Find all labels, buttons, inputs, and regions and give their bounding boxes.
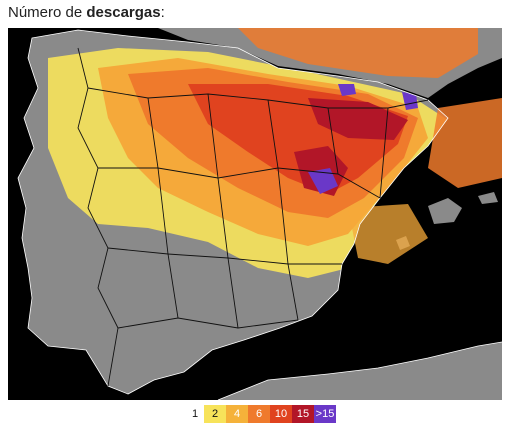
purple-cell-east bbox=[402, 92, 418, 110]
map-title: Número de descargas: bbox=[8, 4, 165, 21]
iberia-coast bbox=[17, 29, 449, 395]
title-suffix: : bbox=[160, 4, 165, 21]
border-v5 bbox=[379, 107, 389, 199]
legend-label: 4 bbox=[233, 408, 241, 420]
title-prefix: Número de bbox=[8, 4, 87, 21]
title-bold: descargas bbox=[86, 4, 161, 21]
legend-label: 6 bbox=[255, 408, 263, 420]
legend-label: >15 bbox=[315, 408, 335, 420]
border-andalucia bbox=[117, 317, 299, 329]
intensity-overlay bbox=[48, 48, 448, 278]
lightning-density-map bbox=[8, 28, 502, 400]
sea-activity-med bbox=[348, 204, 428, 264]
border-portugal bbox=[77, 47, 119, 387]
border-v2 bbox=[207, 93, 239, 329]
legend-label: 10 bbox=[274, 408, 288, 420]
legend-cell: 1 bbox=[186, 405, 204, 423]
border-v3 bbox=[267, 99, 299, 321]
legend-label: 1 bbox=[191, 408, 199, 420]
legend-cell: 6 bbox=[248, 405, 270, 423]
legend-label: 2 bbox=[211, 408, 219, 420]
dark-red-zone bbox=[308, 98, 408, 140]
sea-activity-east bbox=[428, 98, 502, 188]
region-borders bbox=[77, 47, 429, 387]
africa-land bbox=[218, 342, 502, 400]
purple-cell-north bbox=[338, 84, 356, 96]
france-activity bbox=[238, 28, 478, 78]
border-v4 bbox=[327, 107, 339, 175]
border-central bbox=[98, 167, 381, 199]
legend-cell: 2 bbox=[204, 405, 226, 423]
border-v1 bbox=[147, 97, 179, 319]
mallorca bbox=[428, 198, 462, 224]
legend-cell: >15 bbox=[314, 405, 336, 423]
legend-label: 15 bbox=[296, 408, 310, 420]
legend-cell: 4 bbox=[226, 405, 248, 423]
legend-cell: 10 bbox=[270, 405, 292, 423]
legend-cell: 15 bbox=[292, 405, 314, 423]
africa-coast bbox=[217, 341, 502, 400]
color-legend: 1 2 4 6 10 15 >15 bbox=[186, 405, 336, 423]
menorca bbox=[478, 192, 498, 204]
purple-cell-center bbox=[308, 168, 338, 194]
